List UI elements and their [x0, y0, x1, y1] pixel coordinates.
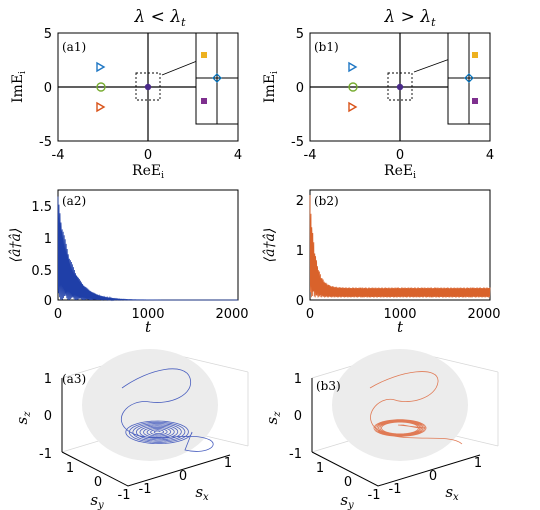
panel-label: (a3) — [62, 372, 86, 386]
xtick-label: 0 — [144, 148, 152, 163]
inset-marker-square-yellow — [472, 52, 478, 58]
ytick-label: 5 — [296, 27, 304, 42]
ztick-label: 0 — [294, 409, 302, 424]
marker-triangle-red — [348, 101, 358, 113]
y-axis-label: sy — [90, 491, 104, 510]
ytick-label: -5 — [291, 135, 304, 150]
ytick-label: -1 — [368, 488, 381, 503]
xtick-label: 1 — [224, 456, 232, 471]
series-line — [57, 196, 238, 302]
xtick-label: 2000 — [467, 307, 500, 322]
xtick-label: 1000 — [131, 307, 164, 322]
ytick-label: -5 — [39, 135, 52, 150]
xtick-label: 0 — [306, 307, 314, 322]
ztick-label: 0 — [44, 409, 52, 424]
ytick-label: 2 — [296, 194, 304, 209]
xtick-label: 2000 — [215, 307, 248, 322]
xtick-label: 1 — [474, 456, 482, 471]
ytick-label: 0 — [296, 294, 304, 309]
ztick-label: -1 — [39, 447, 52, 462]
title-left: λ < λt — [133, 7, 186, 29]
x-axis-label: ReEi — [384, 163, 416, 181]
ytick-label: 0 — [44, 294, 52, 309]
x-axis-label: t — [397, 318, 404, 336]
ztick-label: 1 — [44, 372, 52, 387]
ytick-label: 0.5 — [31, 264, 52, 279]
inset-marker-square-purple — [201, 98, 207, 104]
xtick-label: 0 — [396, 148, 404, 163]
inset-marker-square-purple — [472, 98, 478, 104]
trajectory — [121, 368, 214, 452]
trajectory — [369, 371, 463, 445]
marker-cluster — [396, 83, 404, 91]
y-axis-label: ⟨â†â⟩ — [262, 228, 278, 263]
z-axis-label: sz — [263, 411, 283, 425]
xtick-label: -1 — [139, 482, 152, 497]
ytick-label: 0 — [344, 475, 352, 490]
panel-label: (b2) — [314, 194, 339, 208]
ytick-label: 1.5 — [31, 200, 52, 215]
series-line — [309, 194, 491, 298]
y-axis-label: sy — [340, 491, 354, 510]
panel-a2: (a2) 1.5 1 0.5 0 0 1000 2000 t ⟨â†â⟩ — [8, 189, 249, 336]
zoom-box — [387, 72, 413, 101]
xtick-label: -4 — [304, 148, 317, 163]
marker-triangle-blue — [96, 61, 106, 73]
y-axis-label: ⟨â†â⟩ — [8, 228, 24, 263]
marker-circle-green — [96, 82, 106, 92]
marker-triangle-red — [96, 101, 106, 113]
inset-marker-diamond-blue — [212, 73, 222, 83]
x-axis-label: t — [145, 318, 152, 336]
panel-label: (b3) — [316, 379, 341, 393]
marker-circle-green — [348, 82, 358, 92]
ytick-label: 0 — [44, 81, 52, 96]
ytick-label: 1 — [44, 232, 52, 247]
z-axis-label: sz — [13, 411, 33, 425]
ztick-label: -1 — [289, 447, 302, 462]
panel-label: (a1) — [62, 40, 86, 54]
ytick-label: 1 — [316, 461, 324, 476]
xtick-label: 4 — [486, 148, 494, 163]
marker-cluster — [144, 83, 152, 91]
ytick-label: -1 — [118, 488, 131, 503]
xtick-label: -4 — [52, 148, 65, 163]
axes-edges — [61, 451, 231, 487]
x-axis-label: ReEi — [132, 163, 164, 181]
title-right: λ > λt — [383, 7, 436, 29]
y-axis-label: ImEi — [10, 71, 28, 103]
y-axis-label: ImEi — [262, 71, 280, 103]
panel-a1: (a1) 5 0 -5 -4 0 4 ReEi ImEi — [10, 27, 242, 181]
panel-b3: (b3) 1 0 -1 1 0 -1 -1 0 1 sz sy sx — [263, 349, 499, 510]
marker-triangle-blue — [348, 61, 358, 73]
xtick-label: 0 — [179, 469, 187, 484]
xtick-label: -1 — [389, 482, 402, 497]
xtick-label: 1000 — [383, 307, 416, 322]
ytick-label: 0 — [296, 81, 304, 96]
ytick-label: 5 — [44, 27, 52, 42]
panel-a3: (a3) 1 0 -1 1 0 -1 -1 0 1 sz sy sx — [13, 349, 249, 510]
axes-edges — [311, 451, 481, 487]
x-axis-label: sx — [195, 483, 209, 503]
inset-marker-square-yellow — [201, 52, 207, 58]
inset-marker-diamond-blue — [464, 73, 474, 83]
xtick-label: 0 — [429, 469, 437, 484]
xtick-label: 4 — [234, 148, 242, 163]
sphere — [332, 349, 468, 461]
x-axis-label: sx — [445, 483, 459, 503]
xtick-label: 0 — [54, 307, 62, 322]
ytick-label: 1 — [296, 244, 304, 259]
panel-b1: (b1) 5 0 -5 -4 0 4 ReEi ImEi — [262, 27, 494, 181]
ztick-label: 1 — [294, 372, 302, 387]
sphere — [82, 349, 218, 461]
ytick-label: 1 — [66, 461, 74, 476]
panel-label: (a2) — [62, 194, 86, 208]
zoom-box — [135, 72, 161, 101]
panel-b2: (b2) 2 1 0 0 1000 2000 t ⟨â†â⟩ — [262, 189, 501, 336]
ytick-label: 0 — [94, 475, 102, 490]
panel-label: (b1) — [314, 40, 339, 54]
